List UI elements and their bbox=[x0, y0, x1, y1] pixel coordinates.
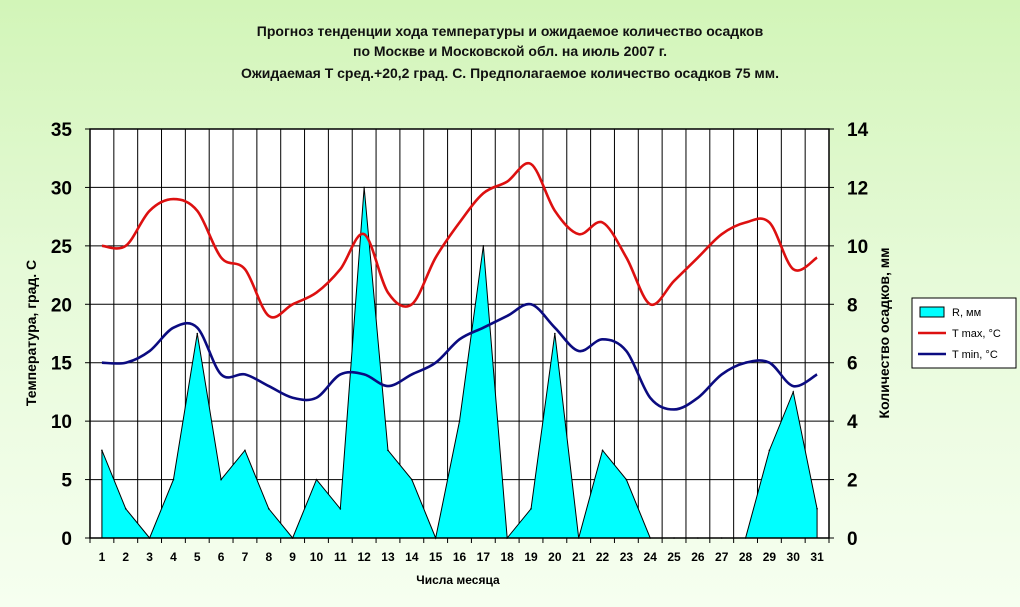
legend-label: T max, °C bbox=[952, 328, 1001, 340]
x-tick-label: 21 bbox=[572, 550, 586, 564]
x-tick-label: 29 bbox=[763, 550, 777, 564]
right-tick-label: 14 bbox=[847, 120, 869, 141]
precip-point bbox=[530, 507, 532, 510]
x-tick-label: 4 bbox=[170, 550, 177, 564]
x-tick-label: 5 bbox=[194, 550, 201, 564]
x-tick-label: 18 bbox=[500, 550, 514, 564]
right-tick-label: 8 bbox=[847, 295, 858, 316]
chart-title: Прогноз тенденции хода температуры и ожи… bbox=[241, 23, 779, 81]
precip-point bbox=[220, 478, 222, 481]
title-line-3: Ожидаемая Т сред.+20,2 град. С. Предпола… bbox=[241, 65, 779, 81]
right-tick-label: 10 bbox=[847, 237, 868, 258]
precip-point bbox=[172, 478, 175, 481]
precip-point bbox=[124, 507, 127, 510]
x-tick-label: 16 bbox=[453, 550, 467, 564]
precip-point bbox=[816, 507, 818, 510]
title-line-2: по Москве и Московской обл. на июль 2007… bbox=[353, 43, 667, 59]
x-tick-label: 3 bbox=[146, 550, 153, 564]
precip-point bbox=[315, 478, 318, 481]
right-axis-ticks: 0 2 4 6 8 10 12 14 bbox=[829, 120, 869, 550]
x-tick-label: 27 bbox=[715, 550, 729, 564]
left-axis-title: Температура, град. С bbox=[23, 260, 39, 406]
x-tick-label: 17 bbox=[477, 550, 491, 564]
precip-point bbox=[339, 507, 342, 510]
x-tick-label: 1 bbox=[99, 550, 106, 564]
precip-point bbox=[768, 449, 771, 452]
legend-label: R, мм bbox=[952, 307, 981, 319]
x-tick-label: 23 bbox=[620, 550, 634, 564]
left-tick-label: 35 bbox=[51, 120, 73, 141]
right-tick-label: 0 bbox=[847, 529, 858, 550]
x-tick-label: 6 bbox=[218, 550, 225, 564]
x-tick-label: 30 bbox=[787, 550, 801, 564]
precip-point bbox=[101, 449, 103, 452]
legend-swatch-precip bbox=[919, 306, 945, 318]
x-tick-label: 12 bbox=[357, 550, 371, 564]
x-tick-label: 19 bbox=[524, 550, 538, 564]
x-tick-label: 14 bbox=[405, 550, 419, 564]
right-tick-label: 6 bbox=[847, 354, 858, 375]
precip-point bbox=[196, 332, 199, 335]
x-tick-label: 15 bbox=[429, 550, 443, 564]
x-tick-label: 24 bbox=[644, 550, 658, 564]
x-tick-label: 2 bbox=[122, 550, 129, 564]
x-tick-label: 9 bbox=[289, 550, 296, 564]
x-tick-label: 22 bbox=[596, 550, 610, 564]
precip-point bbox=[387, 449, 389, 452]
precip-point bbox=[554, 332, 556, 335]
right-tick-label: 2 bbox=[847, 471, 858, 492]
left-axis-ticks: 0 5 10 15 20 25 30 35 bbox=[51, 120, 90, 550]
legend: R, мм T max, °C T min, °C bbox=[911, 297, 1017, 369]
left-tick-label: 0 bbox=[61, 529, 72, 550]
tmin-line bbox=[101, 302, 818, 411]
right-tick-label: 4 bbox=[847, 412, 858, 433]
left-tick-label: 25 bbox=[51, 237, 73, 258]
x-tick-label: 31 bbox=[810, 550, 824, 564]
tmax-line bbox=[101, 161, 818, 319]
title-line-1: Прогноз тенденции хода температуры и ожи… bbox=[257, 23, 764, 39]
precip-point bbox=[411, 478, 413, 481]
x-axis-ticks: 1 2 3 4 5 6 7 8 9 10 11 12 13 14 15 16 17 18 19 20 21 22 23 24 2… bbox=[89, 538, 830, 564]
left-tick-label: 10 bbox=[51, 412, 72, 433]
x-tick-label: 28 bbox=[739, 550, 753, 564]
precip-point bbox=[792, 391, 795, 393]
x-tick-label: 26 bbox=[691, 550, 705, 564]
right-axis-title: Количество осадков, мм bbox=[876, 248, 892, 419]
left-tick-label: 5 bbox=[61, 471, 72, 492]
precip-point bbox=[458, 420, 461, 422]
precip-point bbox=[244, 449, 246, 452]
precip-point bbox=[601, 449, 604, 452]
x-tick-label: 13 bbox=[381, 550, 395, 564]
left-tick-label: 20 bbox=[51, 295, 72, 316]
x-tick-label: 10 bbox=[310, 550, 324, 564]
x-tick-label: 8 bbox=[265, 550, 272, 564]
precip-point bbox=[625, 478, 628, 481]
right-tick-label: 12 bbox=[847, 178, 868, 199]
precip-point bbox=[363, 186, 365, 189]
temperature-lines bbox=[101, 161, 818, 411]
x-tick-label: 11 bbox=[334, 550, 347, 564]
left-tick-label: 30 bbox=[51, 178, 72, 199]
x-tick-label: 7 bbox=[242, 550, 249, 564]
axes bbox=[89, 128, 830, 539]
plot-frame bbox=[89, 128, 830, 539]
legend-label: T min, °C bbox=[952, 349, 998, 361]
x-tick-label: 25 bbox=[667, 550, 681, 564]
precip-point bbox=[267, 507, 270, 510]
precip-point bbox=[482, 245, 485, 247]
left-tick-label: 15 bbox=[51, 354, 73, 375]
x-tick-label: 20 bbox=[548, 550, 562, 564]
x-axis-title: Числа месяца bbox=[416, 573, 500, 587]
